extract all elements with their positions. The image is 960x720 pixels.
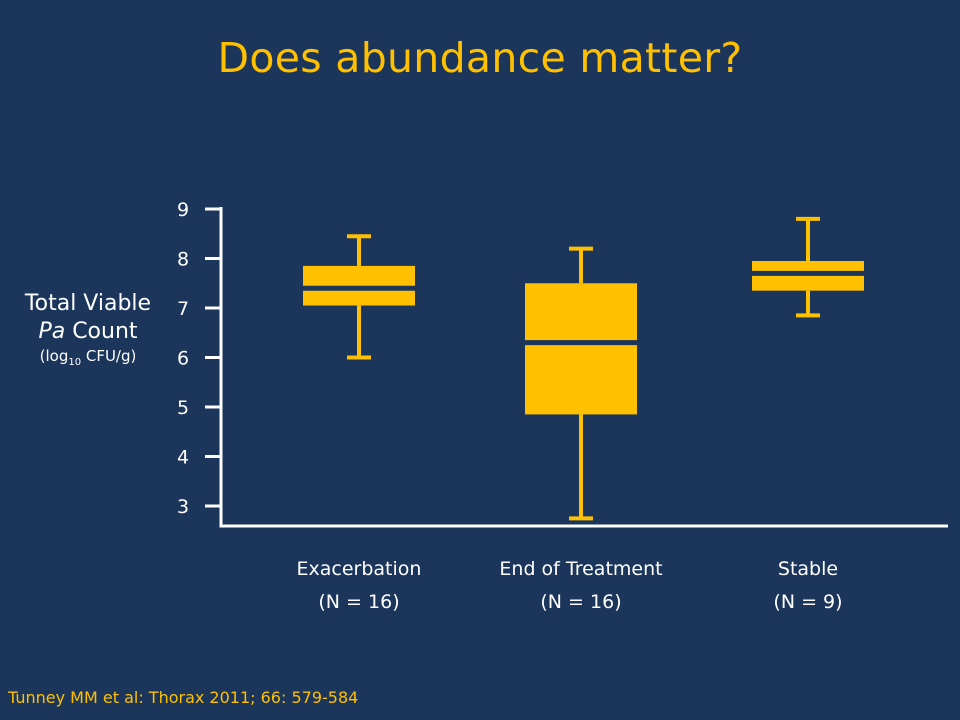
y-axis-label-line2: Pa Count: [6, 318, 170, 346]
y-axis-label-units: (log10 CFU/g): [6, 347, 170, 370]
y-tick-label-9: 9: [177, 199, 189, 221]
y-tick-label-5: 5: [177, 397, 189, 419]
y-axis-label-line1: Total Viable: [24, 291, 152, 316]
category-label-1: Exacerbation: [297, 558, 422, 580]
y-axis-units-prefix: (log: [39, 347, 69, 365]
y-tick-label-7: 7: [177, 298, 189, 320]
y-tick-label-8: 8: [177, 249, 189, 271]
y-axis-label-count: Count: [65, 318, 138, 344]
citation: Tunney MM et al: Thorax 2011; 66: 579-58…: [8, 688, 359, 707]
y-axis-label: Total Viable Pa Count (log10 CFU/g): [6, 290, 170, 370]
y-axis-units-subscript: 10: [68, 357, 82, 368]
y-axis-units-suffix: CFU/g): [81, 347, 137, 365]
y-tick-label-4: 4: [177, 447, 189, 469]
slide-title: Does abundance matter?: [217, 34, 743, 82]
category-n-label-1: (N = 16): [318, 591, 399, 613]
category-label-2: End of Treatment: [499, 558, 662, 580]
y-tick-label-3: 3: [177, 496, 189, 518]
box-2-iqr: [525, 283, 637, 415]
y-axis-label-italic: Pa: [38, 318, 66, 344]
category-n-label-2: (N = 16): [540, 591, 621, 613]
category-label-3: Stable: [778, 558, 838, 580]
y-tick-label-6: 6: [177, 348, 189, 370]
category-n-label-3: (N = 9): [773, 591, 842, 613]
